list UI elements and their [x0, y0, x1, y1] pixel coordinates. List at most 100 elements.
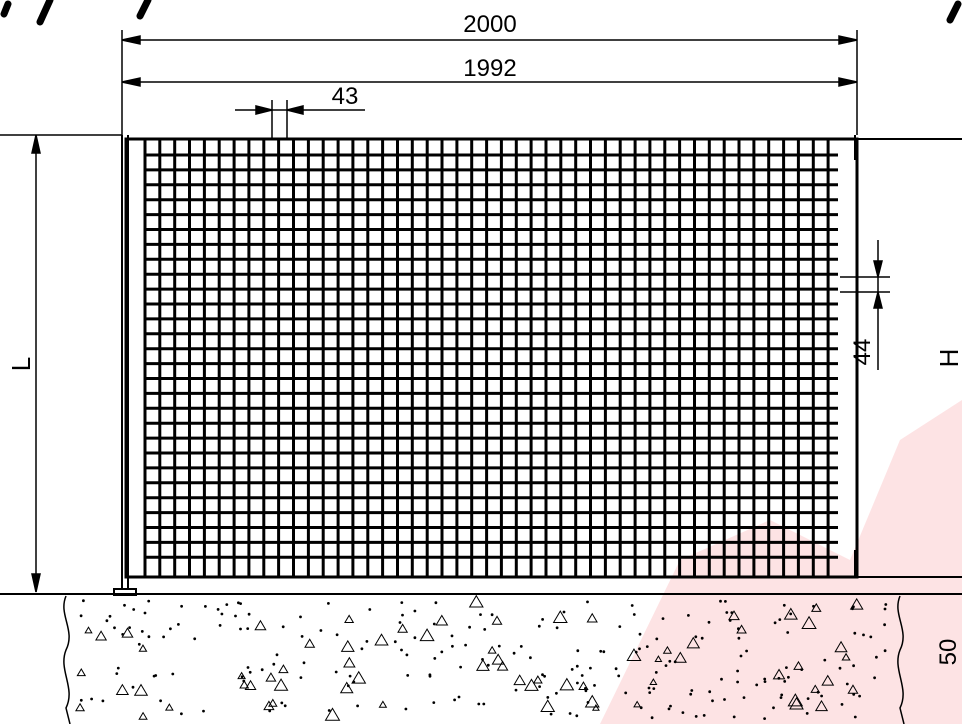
aggregate-dot	[652, 687, 656, 690]
aggregate-dot	[299, 615, 302, 619]
aggregate-dot	[694, 635, 698, 639]
aggregate-dot	[632, 613, 636, 616]
aggregate-mark	[244, 679, 257, 690]
aggregate-dot	[589, 666, 592, 670]
aggregate-mark	[513, 674, 527, 686]
aggregate-dot	[664, 664, 668, 667]
aggregate-dot	[152, 674, 156, 678]
aggregate-mark	[84, 626, 93, 634]
aggregate-mark	[496, 660, 509, 671]
aggregate-dot	[786, 631, 790, 634]
aggregate-dot	[853, 631, 857, 635]
aggregate-dot	[413, 636, 417, 640]
aggregate-dot	[248, 670, 252, 674]
aggregate-mark	[821, 674, 835, 686]
aggregate-mark	[834, 640, 848, 653]
aggregate-dot	[719, 599, 722, 603]
right-frame	[854, 135, 962, 578]
aggregate-dot	[780, 693, 784, 697]
aggregate-dot	[280, 701, 284, 705]
aggregate-dot	[805, 712, 809, 715]
aggregate-mark	[374, 633, 389, 646]
aggregate-dot	[169, 627, 172, 631]
aggregate-dot	[883, 649, 887, 653]
aggregate-dot	[599, 649, 603, 653]
aggregate-dot	[728, 619, 732, 622]
aggregate-mark	[626, 648, 642, 661]
aggregate-dot	[777, 676, 781, 680]
aggregate-dot	[812, 604, 815, 608]
aggregate-dot	[852, 664, 855, 668]
aggregate-dot	[428, 673, 432, 677]
aggregate-dot	[368, 608, 372, 611]
aggregate-dot	[234, 614, 237, 618]
aggregate-dot	[568, 712, 572, 715]
aggregate-dot	[335, 633, 339, 637]
aggregate-dot	[555, 626, 559, 630]
aggregate-dot	[783, 680, 787, 683]
aggregate-dot	[140, 630, 144, 633]
aggregate-dot	[451, 644, 454, 648]
aggregate-dot	[299, 676, 303, 679]
aggregate-mark	[487, 645, 497, 654]
aggregate-dot	[773, 621, 777, 625]
aggregate-dot	[479, 613, 482, 616]
aggregate-dot	[838, 666, 842, 670]
aggregate-dot	[634, 650, 638, 654]
aggregate-dot	[584, 687, 587, 690]
watermark	[600, 400, 962, 724]
aggregate-dot	[268, 709, 272, 713]
aggregate-mark	[419, 628, 435, 642]
aggregate-dot	[648, 691, 652, 694]
aggregate-dot	[669, 704, 672, 708]
aggregate-dot	[121, 633, 125, 636]
aggregate-mark	[265, 672, 277, 682]
aggregate-dot	[845, 682, 849, 686]
aggregate-mark	[810, 684, 821, 693]
aggregate-dot	[300, 635, 304, 638]
aggregate-dot	[707, 620, 711, 624]
aggregate-dot	[128, 626, 132, 629]
aggregate-dot	[736, 669, 739, 673]
aggregate-dot	[789, 612, 793, 616]
aggregate-dot	[116, 666, 120, 670]
aggregate-mark	[95, 630, 108, 641]
aggregate-dot	[180, 604, 184, 608]
aggregate-dot	[736, 680, 739, 684]
aggregate-dot	[806, 697, 810, 700]
aggregate-dot	[177, 623, 180, 626]
aggregate-mark	[849, 597, 864, 610]
aggregate-dot	[586, 600, 589, 604]
aggregate-dot	[453, 698, 457, 702]
aggregate-dot	[246, 666, 250, 669]
aggregate-mark	[814, 699, 829, 712]
aggregate-dot	[702, 714, 706, 717]
aggregate-dot	[730, 611, 734, 614]
aggregate-dot	[639, 706, 643, 710]
bar-pitch-vertical-label: 44	[849, 339, 876, 366]
aggregate-mark	[787, 693, 804, 707]
aggregate-dot	[132, 608, 136, 611]
aggregate-mark	[586, 612, 598, 623]
aggregate-mark	[810, 602, 822, 612]
aggregate-mark	[654, 655, 663, 662]
aggregate-dot	[143, 611, 147, 615]
aggregate-dot	[690, 689, 694, 692]
aggregate-mark	[273, 678, 289, 691]
aggregate-dot	[873, 676, 876, 680]
aggregate-dot	[440, 650, 444, 654]
aggregate-dot	[240, 675, 244, 679]
aggregate-dot	[711, 699, 714, 703]
aggregate-dot	[468, 625, 472, 629]
aggregate-dot	[755, 683, 759, 687]
aggregate-dot	[778, 618, 782, 621]
aggregate-dot	[575, 714, 579, 718]
aggregate-dot	[708, 690, 712, 694]
aggregate-mark	[138, 711, 148, 720]
aggregate-dot	[202, 709, 205, 713]
aggregate-dot	[204, 605, 207, 608]
aggregate-dot	[162, 635, 166, 639]
aggregate-dot	[400, 648, 403, 652]
aggregate-dot	[883, 607, 887, 611]
